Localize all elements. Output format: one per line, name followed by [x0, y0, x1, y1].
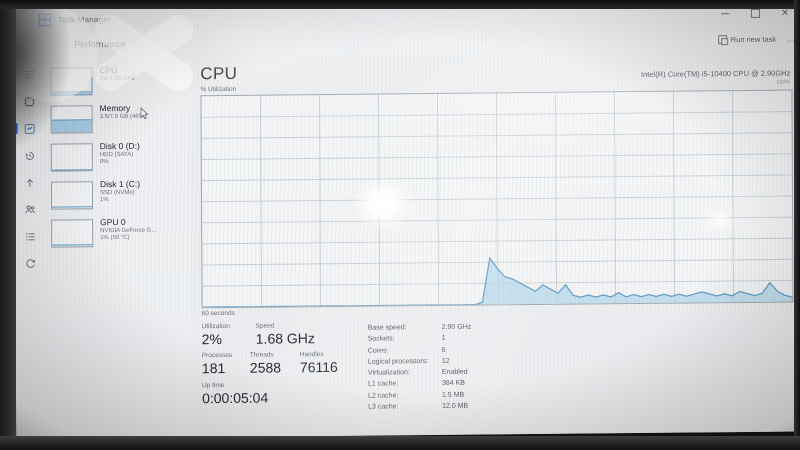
sidebar-item-processes[interactable] [14, 88, 44, 115]
services-icon [24, 257, 36, 269]
category-name: Memory [99, 102, 131, 114]
run-new-task-label: Run new task [730, 34, 777, 44]
speed-stat: Speed 1.68 GHz [256, 322, 336, 349]
category-gpu-0[interactable]: GPU 0 NVIDIA GeForce G… 1% (50 °C) [45, 212, 191, 251]
performance-icon [24, 122, 36, 134]
memory-thumbnail-graph [50, 105, 93, 134]
category-name: Disk 0 (D:) [99, 140, 140, 152]
category-sub2: 0% [99, 158, 109, 165]
category-memory[interactable]: Memory 3.6/7.9 GB (46%) [44, 98, 190, 137]
cpu-utilization-chart [201, 90, 793, 308]
handles-value: 76116 [299, 359, 338, 376]
processes-stat: Processes 181 [202, 352, 250, 378]
mouse-cursor [140, 107, 149, 125]
run-new-task-button[interactable]: Run new task [717, 34, 777, 44]
graph-y-axis-max: 100% [776, 79, 791, 86]
sidebar-item-services[interactable] [15, 250, 45, 277]
speed-value: 1.68 GHz [255, 330, 315, 347]
utilization-value: 2% [201, 331, 223, 348]
section-title: Performance [74, 38, 126, 50]
detail-label: Base speed: [367, 324, 407, 332]
detail-value: 2.90 GHz [441, 323, 472, 331]
cpu-thumbnail-graph [50, 67, 93, 96]
detail-value: 1.5 MB [442, 391, 465, 399]
uptime-value: 0:00:05:04 [202, 389, 269, 407]
hamburger-menu-icon [23, 68, 36, 81]
detail-label: Cores: [367, 346, 389, 355]
detail-label: L3 cache: [368, 403, 399, 411]
handles-stat: Handles 76116 [300, 351, 350, 377]
cpu-model-name: Intel(R) Core(TM) i5-10400 CPU @ 2.90GHz [641, 68, 791, 79]
category-name: CPU [99, 65, 118, 76]
cpu-utilization-graph [200, 89, 794, 309]
run-new-task-icon [717, 34, 727, 44]
details-icon [24, 230, 36, 242]
monitor-bezel-left [0, 0, 16, 450]
detail-label: Virtualization: [367, 369, 410, 377]
disk0-thumbnail-graph [50, 143, 93, 172]
hamburger-menu-button[interactable] [14, 61, 44, 88]
category-sub1: 2% 1.68 GHz [99, 75, 136, 83]
detail-label: L2 cache: [368, 392, 399, 400]
category-cpu[interactable]: CPU 2% 1.68 GHz [44, 60, 190, 99]
sidebar-item-performance[interactable] [15, 115, 45, 142]
app-history-icon [24, 149, 36, 161]
category-name: GPU 0 [100, 216, 126, 228]
threads-stat: Threads 2588 [250, 351, 300, 377]
category-sub1: 3.6/7.9 GB (46%) [99, 113, 146, 121]
processes-value: 181 [201, 360, 226, 377]
category-sub1: SSD (NVMe) [99, 189, 135, 197]
category-sub2: 1% (50 °C) [100, 234, 130, 241]
task-manager-window: Task Manager ✕ Run new task … [14, 0, 800, 439]
detail-label: Logical processors: [367, 357, 429, 366]
sidebar-item-app-history[interactable] [15, 142, 45, 169]
monitor-bezel-top [0, 0, 800, 9]
resource-category-list: CPU 2% 1.68 GHz Memory 3.6/7.9 GB (46%) [44, 57, 193, 439]
sidebar-item-details[interactable] [15, 223, 45, 250]
monitor-bezel-right [794, 0, 800, 450]
detail-value: 1 [441, 335, 446, 343]
window-body: CPU 2% 1.68 GHz Memory 3.6/7.9 GB (46%) [14, 51, 800, 439]
task-manager-icon [38, 13, 52, 27]
category-sub1: NVIDIA GeForce G… [100, 227, 158, 235]
uptime-stat: Up time 0:00:05:04 [202, 381, 350, 408]
category-sub2: 1% [99, 196, 109, 203]
detail-label: Sockets: [367, 335, 395, 343]
category-disk-0[interactable]: Disk 0 (D:) HDD (SATA) 0% [45, 136, 191, 175]
category-name: Disk 1 (C:) [99, 178, 141, 190]
cpu-detail-panel: CPU % Utilization Intel(R) Core(TM) i5-1… [190, 51, 800, 438]
gpu0-thumbnail-graph [51, 219, 94, 248]
startup-apps-icon [24, 176, 36, 188]
cpu-statistics: Utilization 2% Speed 1.68 GHz Processes [202, 317, 794, 414]
sidebar-item-startup-apps[interactable] [15, 169, 45, 196]
detail-label: L1 cache: [367, 380, 399, 389]
threads-value: 2588 [249, 359, 282, 376]
detail-value: 12.0 MB [442, 402, 469, 411]
cpu-details-list: Base speed: 2.90 GHz Sockets: 1 Cores: 6 [350, 317, 794, 413]
detail-value: 384 KB [441, 380, 465, 388]
monitor-bezel-bottom [0, 436, 800, 450]
detail-value: 6 [441, 346, 446, 354]
disk1-thumbnail-graph [50, 181, 94, 210]
primary-stats: Utilization 2% Speed 1.68 GHz Processes [202, 322, 350, 415]
users-icon [24, 203, 36, 215]
detail-value: 12 [441, 357, 450, 365]
detail-value: Enabled [441, 368, 468, 377]
processes-icon [23, 95, 35, 107]
sidebar-item-users[interactable] [15, 196, 45, 223]
category-disk-1[interactable]: Disk 1 (C:) SSD (NVMe) 1% [45, 174, 191, 213]
utilization-stat: Utilization 2% [202, 323, 256, 349]
window-title: Task Manager [58, 14, 111, 25]
navigation-rail [14, 58, 47, 439]
